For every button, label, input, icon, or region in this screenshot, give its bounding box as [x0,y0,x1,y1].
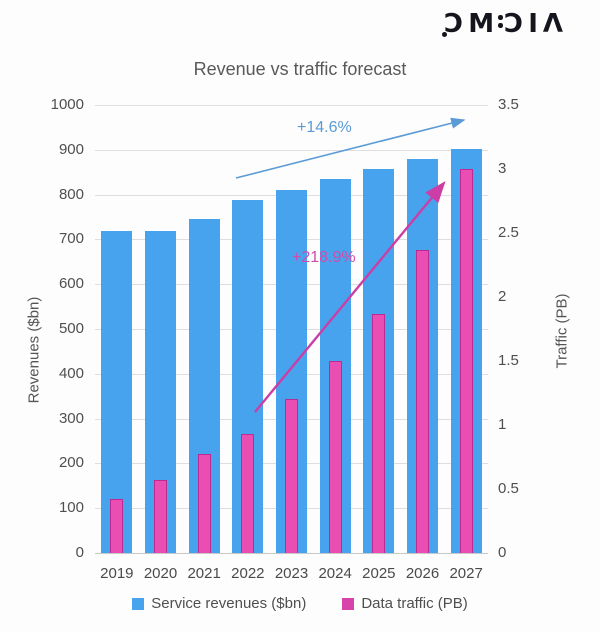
legend-label-service-revenues: Service revenues ($bn) [151,595,307,612]
legend-item-data-traffic: Data traffic (PB) [342,595,468,612]
x-tick-label-2020: 2020 [143,565,178,582]
x-tick-label-2024: 2024 [318,565,352,582]
gridline [95,149,488,151]
logo-letter-d: Ɔ [498,9,529,39]
y-tick-right: 1 [498,416,507,433]
x-axis-line [95,553,488,554]
bar-data-traffic-2025 [372,313,386,553]
y-tick-right: 3 [498,160,507,177]
growth-annotation-revenue: +14.6% [297,119,352,136]
y-tick-right: 0 [498,544,507,561]
legend-label-data-traffic: Data traffic (PB) [361,595,468,612]
gridline [95,105,488,106]
y-tick-right: 1.5 [498,352,519,369]
bar-data-traffic-2021 [197,454,211,553]
legend-swatch-data-traffic [342,597,355,610]
x-tick-label-2019: 2019 [100,565,134,582]
y-tick-left: 400 [58,364,84,382]
growth-annotation-traffic: +218.9% [292,249,356,266]
x-tick-label-2022: 2022 [231,565,265,582]
logo-letter-i: I [528,9,543,39]
bar-data-traffic-2026 [416,249,429,553]
y-tick-left: 800 [58,185,84,203]
legend: Service revenues ($bn) Data traffic (PB) [0,595,600,612]
bar-data-traffic-2019 [110,499,124,553]
y-tick-left: 900 [58,140,84,158]
y-tick-left: 600 [58,275,84,293]
bar-data-traffic-2023 [285,399,298,553]
logo-letter-a: Λ [542,9,568,39]
bar-data-traffic-2024 [328,361,342,553]
y-tick-left: 1000 [50,96,84,113]
y-tick-left: 0 [75,544,84,561]
y-tick-left: 200 [58,454,84,472]
legend-swatch-service-revenues [132,597,145,610]
y-tick-right: 2 [498,288,507,305]
x-tick-label-2021: 2021 [187,565,221,582]
y-tick-right: 3.5 [498,96,519,113]
legend-item-service-revenues: Service revenues ($bn) [132,595,306,612]
x-tick-label-2026: 2026 [405,565,440,582]
y-tick-left: 700 [58,230,84,248]
x-tick-label-2023: 2023 [274,565,309,582]
y-tick-left: 100 [58,499,84,517]
chart-title: Revenue vs traffic forecast [193,59,407,79]
y-tick-left: 500 [58,320,84,337]
x-tick-label-2027: 2027 [449,565,483,582]
bar-data-traffic-2027 [459,169,473,553]
logo-letter-m: M [468,9,500,39]
omdia-logo: ƆM ƆIΛ [442,8,568,40]
logo-letter-o: Ɔ [442,9,469,39]
x-tick-label-2025: 2025 [362,565,396,582]
y-tick-left: 300 [58,409,84,427]
y-tick-right: 0.5 [498,480,519,497]
bar-data-traffic-2020 [154,480,167,553]
bar-data-traffic-2022 [241,433,255,553]
y-tick-right: 2.5 [498,224,519,241]
